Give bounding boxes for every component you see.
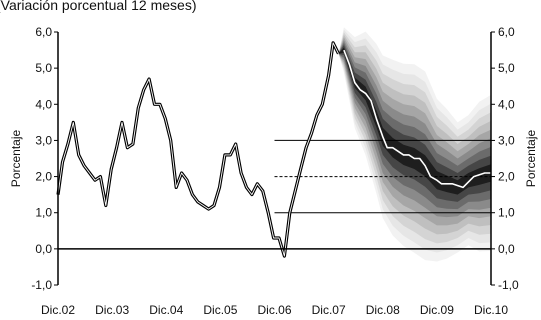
series-lines bbox=[56, 41, 491, 258]
y-tick-label-left: 5,0 bbox=[35, 61, 52, 75]
fan-bands bbox=[338, 27, 491, 262]
forecast-center-line bbox=[343, 49, 491, 189]
x-tick-label: Dic.07 bbox=[312, 303, 346, 317]
y-tick-label-left: 0,0 bbox=[35, 242, 52, 256]
fan-band-10 bbox=[338, 47, 491, 195]
y-tick-label-left: 1,0 bbox=[35, 206, 52, 220]
history-line bbox=[56, 41, 340, 258]
fan-band-30 bbox=[338, 42, 491, 210]
y-tick-label-right: -1,0 bbox=[498, 278, 519, 292]
x-tick-label: Dic.03 bbox=[95, 303, 129, 317]
y-tick-label-left: 3,0 bbox=[35, 133, 52, 147]
x-tick-label: Dic.04 bbox=[149, 303, 183, 317]
y-tick-label-right: 3,0 bbox=[498, 133, 515, 147]
y-tick-label-right: 2,0 bbox=[498, 170, 515, 184]
y-tick-label-right: 1,0 bbox=[498, 206, 515, 220]
x-tick-label: Dic.10 bbox=[474, 303, 508, 317]
y-tick-label-right: 0,0 bbox=[498, 242, 515, 256]
y-tick-label-left: -1,0 bbox=[31, 278, 52, 292]
y-tick-label-left: 4,0 bbox=[35, 97, 52, 111]
axes bbox=[57, 32, 492, 285]
x-tick-label: Dic.02 bbox=[41, 303, 75, 317]
y-tick-label-right: 5,0 bbox=[498, 61, 515, 75]
x-tick-label: Dic.08 bbox=[366, 303, 400, 317]
y-tick-label-right: 6,0 bbox=[498, 25, 515, 39]
reference-lines bbox=[274, 139, 491, 214]
chart-title: (Variación porcentual 12 meses) bbox=[0, 0, 197, 13]
y-axis-label-left: Porcentaje bbox=[9, 129, 23, 187]
y-tick-label-left: 2,0 bbox=[35, 170, 52, 184]
y-axis-label-right: Porcentaje bbox=[524, 129, 538, 187]
x-tick-label: Dic.05 bbox=[203, 303, 237, 317]
x-tick-label: Dic.06 bbox=[257, 303, 291, 317]
x-tick-label: Dic.09 bbox=[420, 303, 454, 317]
history-line-highlight bbox=[57, 42, 339, 257]
y-tick-label-right: 4,0 bbox=[498, 97, 515, 111]
y-tick-label-left: 6,0 bbox=[35, 25, 52, 39]
ticks: -1,0 -1,0 0,0 0,0 1,0 1,0 2,0 2,0 3,0 3,0 4,0 4,0 5,… bbox=[31, 25, 519, 317]
fan-band-20 bbox=[338, 45, 491, 202]
